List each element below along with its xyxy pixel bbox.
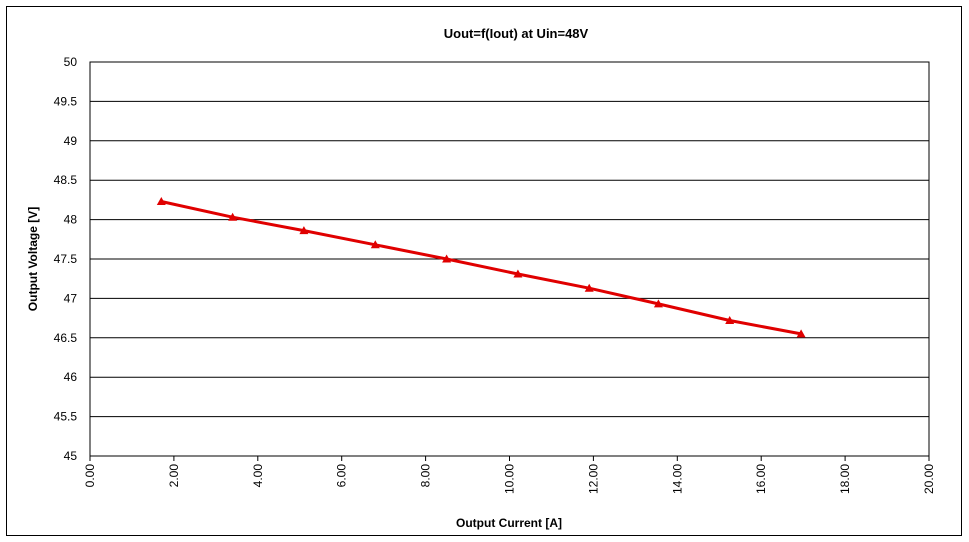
y-tick-label: 47.5 bbox=[54, 252, 78, 266]
y-tick-label: 48.5 bbox=[54, 173, 78, 187]
data-point-marker bbox=[653, 299, 663, 308]
data-series bbox=[156, 197, 806, 338]
y-gridlines bbox=[90, 61, 929, 457]
y-tick-label: 46 bbox=[64, 370, 78, 384]
data-point-marker bbox=[156, 197, 166, 205]
x-tick-label: 6.00 bbox=[335, 464, 349, 488]
data-point-marker bbox=[513, 269, 523, 278]
y-tick-label: 49.5 bbox=[54, 94, 78, 108]
x-tick-label: 8.00 bbox=[419, 464, 433, 488]
y-tick-label: 45.5 bbox=[54, 410, 78, 424]
y-axis-title: Output Voltage [V] bbox=[26, 207, 40, 311]
x-tick-label: 20.00 bbox=[922, 464, 936, 494]
x-tick-label: 10.00 bbox=[503, 464, 517, 494]
x-tick-label: 16.00 bbox=[754, 464, 768, 494]
plot-area bbox=[89, 61, 930, 457]
x-tick-label: 4.00 bbox=[251, 464, 265, 488]
y-tick-label: 49 bbox=[64, 134, 78, 148]
x-tick-labels: 0.00 2.00 4.00 6.00 8.00 10.00 12.00 14.00 16.00… bbox=[83, 456, 936, 494]
x-tick-label: 0.00 bbox=[83, 464, 97, 488]
chart-frame bbox=[6, 6, 962, 536]
y-tick-label: 47 bbox=[64, 291, 78, 305]
chart-title: Uout=f(Iout) at Uin=48V bbox=[444, 26, 589, 41]
y-tick-label: 50 bbox=[64, 55, 78, 69]
x-tick-label: 2.00 bbox=[167, 464, 181, 488]
data-point-marker bbox=[299, 226, 309, 235]
data-point-marker bbox=[725, 316, 735, 324]
y-tick-label: 45 bbox=[64, 449, 78, 463]
x-tick-label: 18.00 bbox=[838, 464, 852, 494]
data-point-marker bbox=[370, 240, 380, 249]
x-tick-label: 12.00 bbox=[586, 464, 600, 494]
y-tick-label: 46.5 bbox=[54, 331, 78, 345]
data-point-marker bbox=[442, 254, 452, 263]
data-point-marker bbox=[796, 329, 806, 338]
data-point-marker bbox=[584, 283, 594, 292]
series-line bbox=[159, 200, 803, 336]
y-tick-label: 48 bbox=[64, 213, 78, 227]
x-tick-label: 14.00 bbox=[670, 464, 684, 494]
y-tick-labels: 45 45.5 46 46.5 47 47.5 48 48.5 49 49.5 50 bbox=[54, 55, 78, 463]
x-axis-title: Output Current [A] bbox=[456, 516, 562, 530]
data-point-marker bbox=[228, 212, 238, 221]
